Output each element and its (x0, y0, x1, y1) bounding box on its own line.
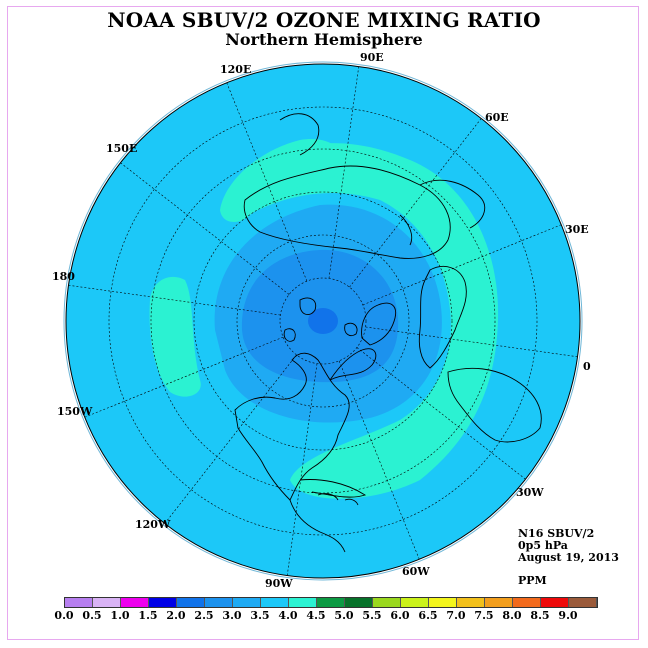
colorbar-tick-label: 6.5 (418, 609, 438, 622)
colorbar-tick-label: 4.0 (278, 609, 298, 622)
lon-label-60e: 60E (485, 111, 509, 124)
colorbar-swatch (177, 598, 205, 607)
colorbar-labels: 0.0 0.5 1.0 1.5 2.0 2.5 3.0 3.5 4.0 4.5 5.0 5.5 6.0 6… (0, 609, 648, 623)
colorbar-tick-label: 2.5 (194, 609, 214, 622)
colorbar-swatch (457, 598, 485, 607)
colorbar-tick-label: 5.5 (362, 609, 382, 622)
plot-frame (7, 6, 639, 640)
colorbar-swatch (233, 598, 261, 607)
colorbar-tick-label: 4.5 (306, 609, 326, 622)
colorbar-tick-label: 8.0 (502, 609, 522, 622)
map-boundary-outer (63, 61, 583, 581)
colorbar-swatch (65, 598, 93, 607)
colorbar-swatch (401, 598, 429, 607)
colorbar-tick-label: 3.5 (250, 609, 270, 622)
ozone-ring-band-west (149, 276, 201, 397)
colorbar-swatch (569, 598, 597, 607)
units-label: PPM (518, 574, 547, 587)
colorbar-tick-label: 1.5 (138, 609, 158, 622)
colorbar-swatch (261, 598, 289, 607)
satellite-label: N16 SBUV/2 (518, 527, 595, 540)
ozone-ring-band (230, 143, 499, 499)
colorbar (64, 597, 598, 608)
coastlines (234, 113, 542, 553)
date-label: August 19, 2013 (518, 551, 619, 564)
lon-label-60w: 60W (402, 565, 430, 578)
lon-label-0: 0 (583, 360, 591, 373)
colorbar-swatch (373, 598, 401, 607)
latitude-circles (108, 106, 538, 536)
lon-label-120e: 120E (220, 63, 251, 76)
colorbar-swatch (289, 598, 317, 607)
colorbar-tick-label: 6.0 (390, 609, 410, 622)
map-title: NOAA SBUV/2 OZONE MIXING RATIO (107, 8, 541, 32)
colorbar-swatch (149, 598, 177, 607)
colorbar-tick-label: 0.0 (54, 609, 74, 622)
map-subtitle: Northern Hemisphere (225, 30, 423, 49)
colorbar-tick-label: 2.0 (166, 609, 186, 622)
lon-label-150w: 150W (57, 405, 93, 418)
colorbar-swatch (513, 598, 541, 607)
map-boundary (65, 63, 581, 579)
colorbar-tick-label: 9.0 (558, 609, 578, 622)
lon-label-120w: 120W (135, 518, 171, 531)
colorbar-tick-label: 3.0 (222, 609, 242, 622)
colorbar-tick-label: 7.0 (446, 609, 466, 622)
colorbar-swatch (121, 598, 149, 607)
colorbar-tick-label: 0.5 (82, 609, 102, 622)
lon-label-30w: 30W (516, 486, 544, 499)
colorbar-swatch (345, 598, 373, 607)
lon-label-180: 180 (52, 270, 75, 283)
colorbar-tick-label: 1.0 (110, 609, 130, 622)
ozone-pole-field (308, 308, 338, 334)
colorbar-swatch (485, 598, 513, 607)
colorbar-tick-label: 5.0 (334, 609, 354, 622)
level-label: 0p5 hPa (518, 539, 568, 552)
colorbar-tick-label: 7.5 (474, 609, 494, 622)
colorbar-swatch (317, 598, 345, 607)
colorbar-swatch (93, 598, 121, 607)
lon-label-90e: 90E (360, 51, 384, 64)
colorbar-swatch (205, 598, 233, 607)
lon-label-90w: 90W (265, 577, 293, 590)
colorbar-tick-label: 8.5 (530, 609, 550, 622)
colorbar-swatch (541, 598, 569, 607)
colorbar-swatch (429, 598, 457, 607)
lon-label-150e: 150E (106, 142, 137, 155)
lon-label-30e: 30E (565, 223, 589, 236)
